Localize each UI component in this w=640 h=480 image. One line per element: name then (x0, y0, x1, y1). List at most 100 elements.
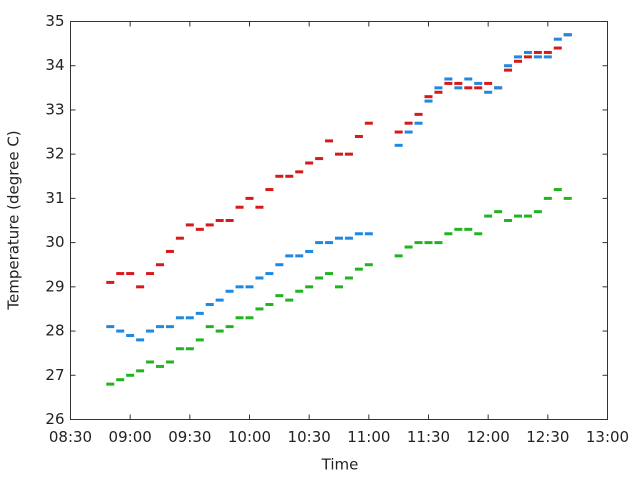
data-point (275, 174, 284, 178)
data-point (474, 232, 483, 236)
data-point (215, 329, 224, 333)
data-point (146, 272, 155, 276)
y-axis-label: Temperature (degree C) (5, 130, 23, 310)
data-point (364, 263, 373, 267)
data-point (464, 86, 473, 90)
data-point (504, 68, 513, 72)
data-point (454, 81, 463, 85)
x-tick-label: 09:30 (168, 428, 211, 446)
data-point (205, 303, 214, 307)
data-point (195, 311, 204, 315)
x-axis-label: Time (321, 456, 359, 474)
data-point (325, 139, 334, 143)
y-tick-label: 33 (45, 100, 64, 118)
data-point (175, 316, 184, 320)
y-tick-label: 26 (45, 410, 64, 428)
data-point (315, 241, 324, 245)
data-point (185, 223, 194, 227)
data-point (116, 329, 125, 333)
data-point (245, 285, 254, 289)
data-point (255, 307, 264, 311)
data-point (315, 157, 324, 161)
data-point (136, 285, 145, 289)
data-point (474, 81, 483, 85)
data-point (265, 272, 274, 276)
x-tick-label: 10:00 (228, 428, 271, 446)
data-point (444, 77, 453, 81)
data-point (344, 152, 353, 156)
data-point (126, 373, 135, 377)
data-point (424, 95, 433, 99)
y-tick-label: 27 (45, 366, 64, 384)
data-point (255, 205, 264, 209)
data-point (205, 223, 214, 227)
data-point (126, 333, 135, 337)
data-point (414, 121, 423, 125)
y-tick-label: 29 (45, 277, 64, 295)
data-point (523, 50, 532, 54)
data-point (215, 219, 224, 222)
data-point (136, 338, 145, 342)
data-point (563, 196, 572, 200)
data-point (295, 254, 304, 258)
data-point (195, 227, 204, 231)
data-point (354, 134, 363, 138)
data-point (245, 196, 254, 200)
data-point (543, 55, 552, 59)
data-point (106, 382, 115, 386)
data-point (106, 325, 115, 329)
data-point (533, 210, 542, 214)
data-point (215, 298, 224, 302)
data-point (444, 232, 453, 236)
data-point (315, 276, 324, 280)
data-point (255, 276, 264, 280)
x-tick-label: 11:30 (407, 428, 450, 446)
data-point (136, 369, 145, 373)
data-point (533, 50, 542, 54)
data-point (165, 249, 174, 253)
data-point (364, 232, 373, 236)
data-point (156, 364, 164, 368)
y-tick-label: 34 (45, 56, 64, 74)
data-point (484, 214, 493, 218)
data-point (185, 316, 194, 320)
data-point (424, 241, 433, 245)
data-point (175, 347, 184, 351)
data-point (225, 219, 234, 222)
data-point (494, 86, 503, 90)
data-point (464, 227, 473, 231)
data-point (434, 241, 443, 245)
data-point (464, 77, 473, 81)
data-point (235, 205, 244, 209)
data-point (146, 329, 155, 333)
data-point (404, 130, 413, 134)
data-point (414, 112, 423, 116)
data-point (165, 325, 174, 329)
plot-frame (70, 21, 608, 420)
data-point (494, 210, 503, 214)
data-point (305, 249, 314, 253)
data-point (514, 55, 522, 59)
data-point (514, 59, 522, 63)
y-tick-label: 31 (45, 189, 64, 207)
data-point (394, 254, 403, 258)
data-point (156, 263, 164, 267)
data-point (305, 161, 314, 165)
data-point (156, 325, 164, 329)
data-point (235, 316, 244, 320)
x-tick-label: 10:30 (288, 428, 331, 446)
data-point (175, 236, 184, 240)
data-point (553, 37, 562, 41)
y-tick-label: 30 (45, 233, 64, 251)
data-point (414, 241, 423, 245)
data-point (285, 254, 294, 258)
data-point (305, 285, 314, 289)
data-point (504, 64, 513, 68)
data-point (265, 303, 274, 307)
data-point (504, 219, 513, 222)
data-point (185, 347, 194, 351)
data-point (484, 90, 493, 94)
data-point (434, 86, 443, 90)
